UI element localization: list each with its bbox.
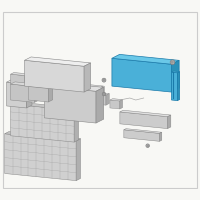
Polygon shape xyxy=(110,100,120,109)
Polygon shape xyxy=(48,86,53,102)
Polygon shape xyxy=(120,112,168,129)
Polygon shape xyxy=(84,86,100,98)
Polygon shape xyxy=(124,129,162,133)
Polygon shape xyxy=(25,57,91,66)
Polygon shape xyxy=(34,84,39,102)
Polygon shape xyxy=(11,104,74,142)
Polygon shape xyxy=(94,92,109,95)
Circle shape xyxy=(102,78,106,82)
Polygon shape xyxy=(112,54,179,64)
Polygon shape xyxy=(172,72,177,101)
Polygon shape xyxy=(29,73,46,76)
Polygon shape xyxy=(11,102,79,110)
Polygon shape xyxy=(74,108,79,142)
Polygon shape xyxy=(5,134,76,181)
Polygon shape xyxy=(84,84,103,88)
Polygon shape xyxy=(160,132,162,141)
Circle shape xyxy=(102,92,106,96)
Circle shape xyxy=(146,144,149,147)
Polygon shape xyxy=(96,87,104,123)
Polygon shape xyxy=(124,130,160,141)
Circle shape xyxy=(170,60,175,65)
Polygon shape xyxy=(44,86,96,123)
Polygon shape xyxy=(110,99,123,101)
Polygon shape xyxy=(11,84,34,102)
Polygon shape xyxy=(29,74,42,86)
Polygon shape xyxy=(172,71,180,73)
Polygon shape xyxy=(76,139,81,181)
Polygon shape xyxy=(94,94,106,105)
Polygon shape xyxy=(25,74,28,86)
Polygon shape xyxy=(100,86,103,98)
Polygon shape xyxy=(7,82,27,108)
Polygon shape xyxy=(11,74,25,86)
Polygon shape xyxy=(7,79,32,84)
Polygon shape xyxy=(106,94,109,105)
Polygon shape xyxy=(29,84,53,88)
Polygon shape xyxy=(27,81,32,108)
Polygon shape xyxy=(25,60,84,92)
Polygon shape xyxy=(84,63,91,92)
Polygon shape xyxy=(11,73,28,76)
Polygon shape xyxy=(120,100,123,109)
Polygon shape xyxy=(44,82,104,91)
Polygon shape xyxy=(112,58,172,92)
Polygon shape xyxy=(29,86,48,102)
Polygon shape xyxy=(168,115,171,129)
Polygon shape xyxy=(42,74,46,86)
Polygon shape xyxy=(120,110,171,117)
Polygon shape xyxy=(5,132,81,141)
Polygon shape xyxy=(11,82,39,86)
Polygon shape xyxy=(172,60,179,92)
Polygon shape xyxy=(177,72,180,101)
